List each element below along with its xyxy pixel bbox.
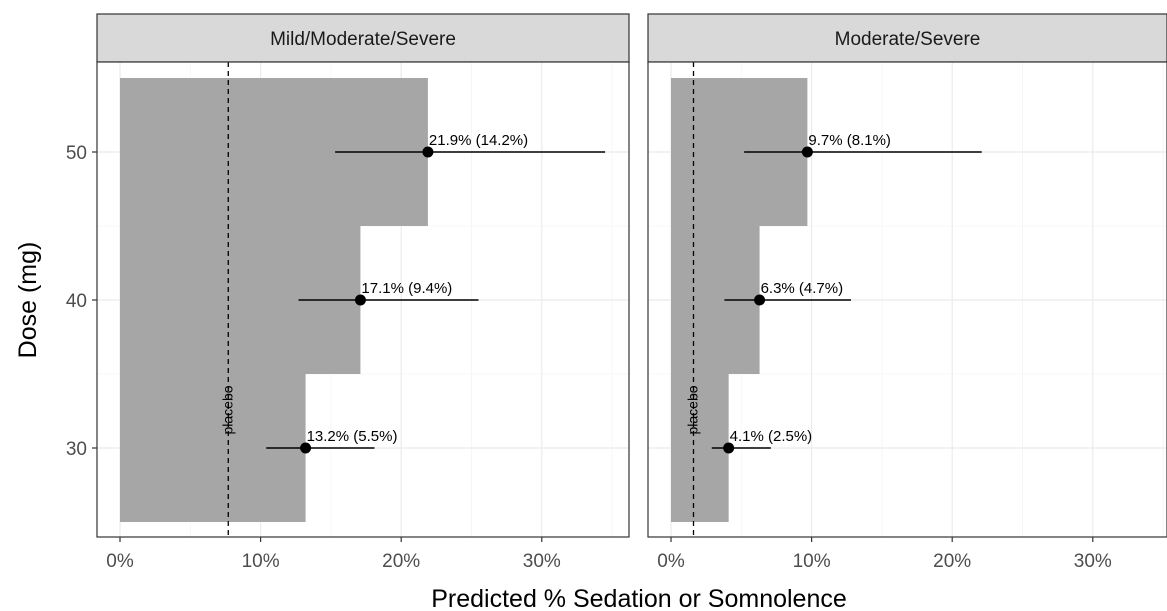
facet-strip [96, 13, 630, 63]
y-tick-label: 50 [66, 143, 87, 164]
x-tick-label: 30% [1074, 551, 1112, 572]
x-tick-label: 0% [106, 551, 134, 572]
y-axis-title: Dose (mg) [14, 242, 42, 359]
data-label: 13.2% (5.5%) [307, 428, 398, 445]
point-estimate [354, 294, 366, 306]
x-tick-label: 20% [933, 551, 971, 572]
point-estimate [801, 146, 813, 158]
placebo-label: placebo [219, 385, 235, 434]
panel-1: Mild/Moderate/Severe 21.9% (14.2%) 17.1% (… [96, 13, 630, 572]
x-tick-label: 10% [793, 551, 831, 572]
panel-2: Moderate/Severe 9.7% (8.1%) 6.3% (4.7%) 4.1… [647, 13, 1167, 572]
x-tick-label: 20% [382, 551, 420, 572]
point-estimate [422, 146, 434, 158]
data-label: 17.1% (9.4%) [361, 280, 452, 297]
point-estimate [723, 442, 735, 454]
facet-strip-title: Mild/Moderate/Severe [270, 29, 456, 50]
point-estimate [754, 294, 766, 306]
facet-strip [647, 13, 1167, 63]
panel-content: 21.9% (14.2%) 17.1% (9.4%) 13.2% (5.5%) pla… [97, 62, 629, 537]
point-estimate [300, 442, 312, 454]
panels-group: Mild/Moderate/Severe 21.9% (14.2%) 17.1% (… [96, 13, 1167, 572]
y-axis: 30 40 50 [66, 143, 97, 460]
y-tick-label: 40 [66, 291, 87, 312]
data-label: 21.9% (14.2%) [429, 132, 528, 149]
data-label: 6.3% (4.7%) [761, 280, 844, 297]
x-tick-label: 0% [657, 551, 685, 572]
y-tick-label: 30 [66, 439, 87, 460]
panel-content: 9.7% (8.1%) 6.3% (4.7%) 4.1% (2.5%) placebo [648, 62, 1167, 537]
facet-strip-title: Moderate/Severe [835, 29, 981, 50]
placebo-label: placebo [684, 385, 700, 434]
data-label: 4.1% (2.5%) [730, 428, 813, 445]
x-tick-label: 10% [242, 551, 280, 572]
panel-border [647, 61, 1167, 538]
x-axis-title: Predicted % Sedation or Somnolence [431, 585, 847, 611]
data-label: 9.7% (8.1%) [808, 132, 891, 149]
x-tick-label: 30% [523, 551, 561, 572]
